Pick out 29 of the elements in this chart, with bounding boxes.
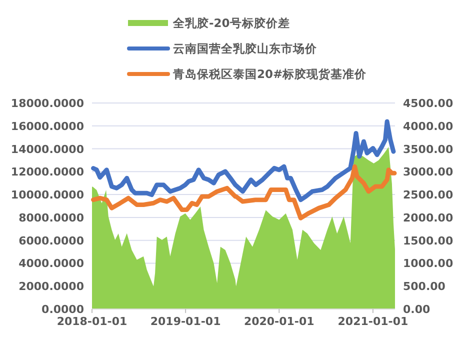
y-tick-label: 18000.0000 bbox=[10, 97, 84, 110]
y2-tick-label: 0.00 bbox=[403, 303, 430, 316]
y2-tick-label: 2000.00 bbox=[403, 211, 454, 224]
line-series bbox=[91, 119, 396, 202]
y-tick-label: 6000.0000 bbox=[18, 234, 84, 248]
y2-tick-label: 3000.00 bbox=[403, 166, 454, 179]
y2-tick-label: 2500.00 bbox=[403, 188, 454, 202]
line-series bbox=[91, 164, 397, 220]
y2-tick-label: 500.00 bbox=[403, 280, 446, 294]
legend-label: 云南国营全乳胶山东市场价 bbox=[173, 42, 318, 56]
x-tick-label: 2021-01-01 bbox=[338, 315, 408, 328]
y2-tick-label: 4000.00 bbox=[403, 120, 454, 133]
y2-tick-label: 3500.00 bbox=[403, 142, 454, 156]
y2-tick-label: 1500.00 bbox=[403, 234, 454, 248]
legend-label: 青岛保税区泰国20#标胶现货基准价 bbox=[172, 67, 368, 81]
y2-tick-label: 4500.00 bbox=[403, 97, 454, 110]
y-tick-label: 10000.0000 bbox=[10, 188, 84, 202]
y-tick-label: 0.0000 bbox=[42, 303, 84, 316]
x-tick-label: 2018-01-01 bbox=[56, 315, 128, 328]
x-tick-label: 2020-01-01 bbox=[244, 315, 314, 328]
y2-tick-label: 1000.00 bbox=[403, 257, 454, 270]
y-tick-label: 14000.0000 bbox=[10, 142, 84, 156]
legend-label: 全乳胶-20号标胶价差 bbox=[172, 16, 290, 30]
y-tick-label: 4000.0000 bbox=[18, 257, 84, 270]
x-tick-label: 2019-01-01 bbox=[150, 315, 221, 328]
y-tick-label: 16000.0000 bbox=[10, 120, 84, 133]
y-tick-label: 2000.0000 bbox=[18, 280, 84, 294]
y-tick-label: 8000.0000 bbox=[18, 211, 84, 224]
y-tick-label: 12000.0000 bbox=[10, 166, 84, 179]
